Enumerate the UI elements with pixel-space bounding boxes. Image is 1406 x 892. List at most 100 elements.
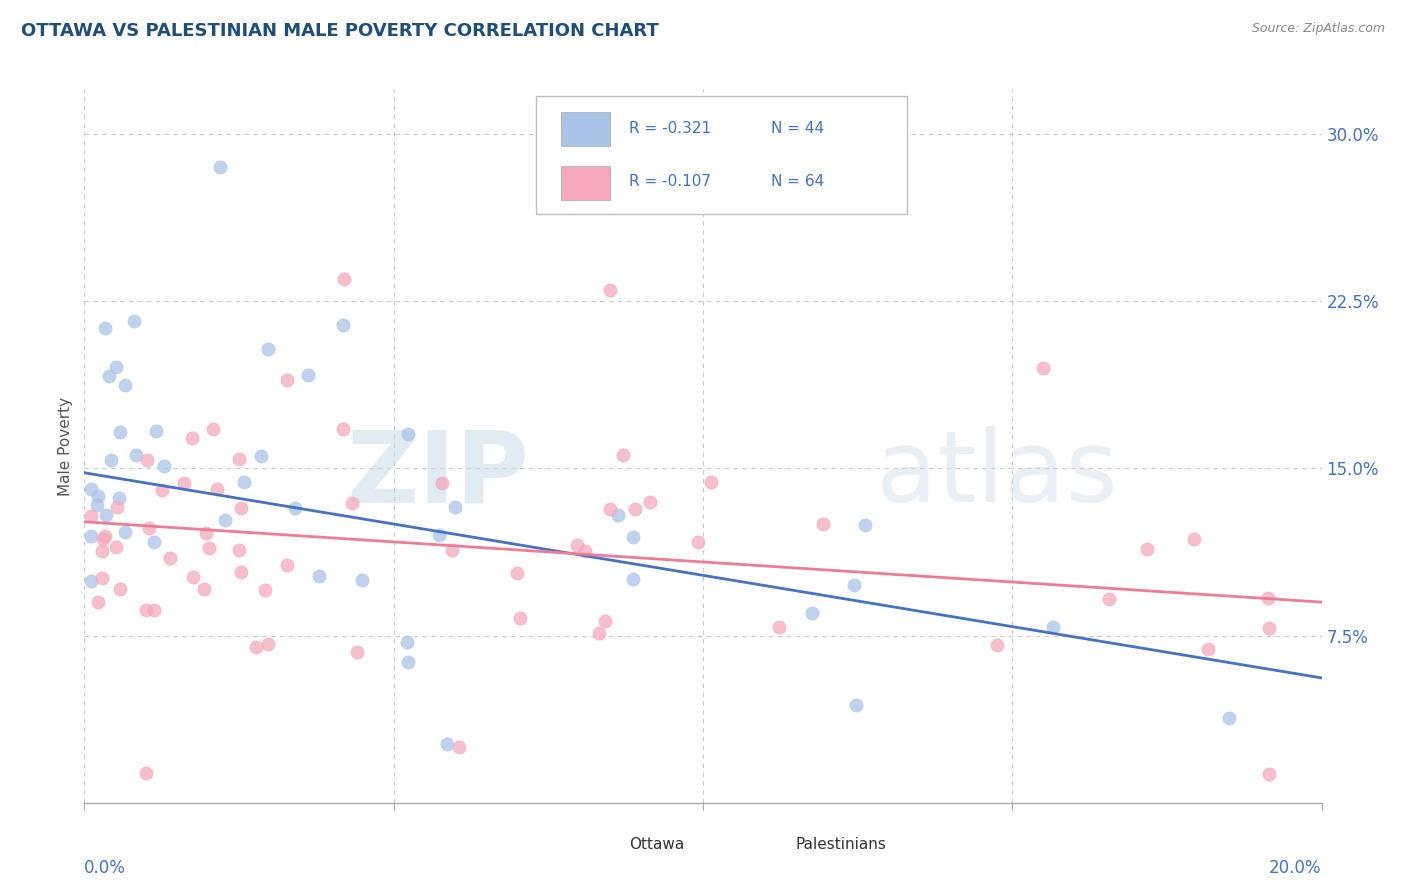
Point — [352, 573, 374, 587]
Point — [276, 373, 298, 387]
Point — [509, 611, 531, 625]
Bar — [561, 166, 610, 200]
Point — [623, 572, 645, 586]
Point — [256, 342, 278, 356]
Point — [209, 161, 232, 175]
Bar — [752, 833, 783, 856]
Point — [574, 543, 596, 558]
Point — [245, 640, 267, 654]
Point — [1182, 533, 1205, 547]
Text: atlas: atlas — [876, 426, 1118, 523]
Point — [135, 766, 157, 780]
Text: 0.0%: 0.0% — [84, 858, 127, 877]
Point — [249, 449, 271, 463]
Text: ZIP: ZIP — [347, 426, 530, 523]
Point — [276, 558, 298, 572]
Point — [607, 508, 630, 522]
Point — [86, 489, 108, 503]
Point — [135, 603, 157, 617]
Point — [842, 578, 865, 592]
Point — [333, 271, 356, 285]
Point — [1032, 360, 1054, 375]
Point — [1197, 642, 1219, 657]
Point — [197, 541, 219, 555]
Point — [96, 508, 118, 522]
Point — [105, 360, 128, 375]
Point — [447, 740, 470, 755]
Point — [107, 491, 129, 505]
Point — [396, 427, 419, 442]
Point — [143, 603, 166, 617]
Y-axis label: Male Poverty: Male Poverty — [58, 396, 73, 496]
Point — [79, 574, 101, 588]
Point — [254, 582, 277, 597]
Point — [1257, 621, 1279, 635]
Point — [183, 570, 205, 584]
Point — [444, 500, 467, 514]
Point — [86, 498, 108, 512]
Text: Ottawa: Ottawa — [628, 838, 683, 853]
Point — [91, 571, 114, 585]
Point — [114, 524, 136, 539]
Point — [688, 535, 710, 549]
Point — [138, 521, 160, 535]
Point — [79, 509, 101, 524]
Text: Source: ZipAtlas.com: Source: ZipAtlas.com — [1251, 22, 1385, 36]
Point — [136, 453, 159, 467]
Point — [173, 476, 195, 491]
Point — [94, 529, 117, 543]
Text: 20.0%: 20.0% — [1270, 858, 1322, 877]
Point — [159, 550, 181, 565]
Bar — [561, 112, 610, 146]
Point — [441, 542, 464, 557]
Point — [621, 530, 644, 544]
Point — [506, 566, 529, 580]
Point — [114, 377, 136, 392]
Point — [193, 582, 215, 596]
Point — [436, 738, 458, 752]
Point — [1042, 620, 1064, 634]
Point — [1218, 711, 1240, 725]
Point — [1098, 592, 1121, 607]
Point — [346, 645, 368, 659]
FancyBboxPatch shape — [536, 96, 907, 214]
Point — [181, 431, 204, 445]
Point — [340, 496, 363, 510]
Point — [853, 517, 876, 532]
Point — [152, 459, 174, 474]
Point — [845, 698, 868, 713]
Point — [1258, 767, 1281, 781]
Point — [194, 526, 217, 541]
Point — [430, 475, 453, 490]
Point — [588, 625, 610, 640]
Text: R = -0.321: R = -0.321 — [628, 121, 711, 136]
Point — [284, 500, 307, 515]
Text: OTTAWA VS PALESTINIAN MALE POVERTY CORRELATION CHART: OTTAWA VS PALESTINIAN MALE POVERTY CORRE… — [21, 22, 659, 40]
Point — [800, 606, 823, 620]
Point — [145, 425, 167, 439]
Text: N = 44: N = 44 — [770, 121, 824, 136]
Point — [110, 425, 132, 439]
Point — [125, 448, 148, 462]
Point — [624, 502, 647, 516]
Point — [396, 635, 419, 649]
Point — [150, 483, 173, 498]
Text: Palestinians: Palestinians — [796, 838, 887, 853]
Point — [100, 453, 122, 467]
Point — [599, 283, 621, 297]
Point — [228, 543, 250, 558]
Point — [297, 368, 319, 382]
Point — [593, 615, 616, 629]
Point — [108, 582, 131, 597]
Point — [638, 495, 661, 509]
Point — [124, 314, 146, 328]
Point — [396, 655, 419, 669]
Point — [229, 501, 252, 516]
Point — [98, 369, 121, 384]
Point — [87, 595, 110, 609]
Point — [228, 451, 250, 466]
Point — [332, 421, 354, 435]
Point — [105, 540, 128, 554]
Point — [308, 569, 330, 583]
Point — [768, 620, 790, 634]
